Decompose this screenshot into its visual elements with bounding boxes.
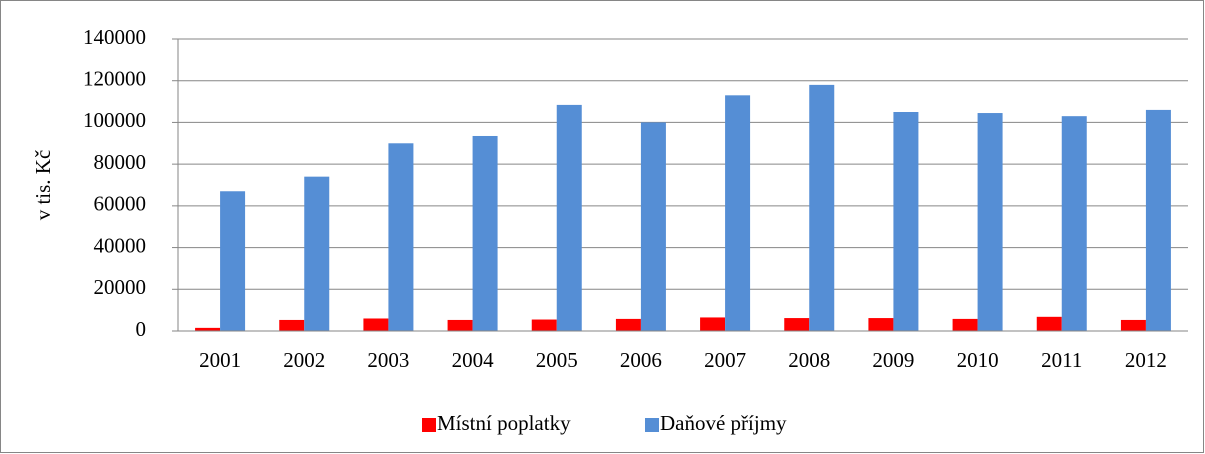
bar xyxy=(615,318,641,331)
bar xyxy=(700,317,726,331)
x-tick-label: 2004 xyxy=(452,348,495,372)
bar xyxy=(388,143,414,331)
x-tick-label: 2011 xyxy=(1041,348,1082,372)
y-tick-label: 40000 xyxy=(94,233,147,257)
bar xyxy=(556,104,582,331)
bar xyxy=(195,327,221,331)
y-tick-label: 60000 xyxy=(94,192,147,216)
bar xyxy=(304,176,330,331)
x-tick-label: 2007 xyxy=(704,348,746,372)
bar xyxy=(279,319,305,331)
legend-label: Místní poplatky xyxy=(437,411,571,435)
bar xyxy=(363,318,389,331)
y-tick-label: 0 xyxy=(136,317,147,341)
bar xyxy=(447,319,473,331)
bar xyxy=(809,84,835,331)
bar xyxy=(1061,116,1087,332)
x-tick-label: 2002 xyxy=(283,348,325,372)
y-tick-label: 120000 xyxy=(83,67,146,91)
x-tick-label: 2001 xyxy=(199,348,241,372)
bar xyxy=(220,191,246,331)
bar xyxy=(952,318,978,331)
legend-swatch xyxy=(422,418,436,432)
bar xyxy=(1120,319,1146,331)
x-tick-label: 2003 xyxy=(367,348,409,372)
x-tick-label: 2009 xyxy=(872,348,914,372)
bar xyxy=(531,319,557,331)
legend-label: Daňové příjmy xyxy=(660,411,787,435)
bar xyxy=(893,112,919,331)
y-tick-label: 140000 xyxy=(83,25,146,49)
bar xyxy=(784,318,810,331)
bar xyxy=(725,95,751,331)
y-axis-title: v tis. Kč xyxy=(31,150,55,221)
x-tick-label: 2010 xyxy=(957,348,999,372)
x-tick-label: 2008 xyxy=(788,348,830,372)
x-tick-label: 2005 xyxy=(536,348,578,372)
y-tick-label: 100000 xyxy=(83,108,146,132)
bar xyxy=(977,113,1003,332)
legend-swatch xyxy=(645,418,659,432)
bar xyxy=(472,135,498,331)
x-tick-label: 2012 xyxy=(1125,348,1167,372)
y-tick-label: 80000 xyxy=(94,150,147,174)
bar xyxy=(1036,316,1062,331)
bar xyxy=(1145,109,1171,332)
bar xyxy=(868,318,894,331)
bar xyxy=(640,122,666,331)
y-tick-label: 20000 xyxy=(94,275,147,299)
x-tick-label: 2006 xyxy=(620,348,662,372)
